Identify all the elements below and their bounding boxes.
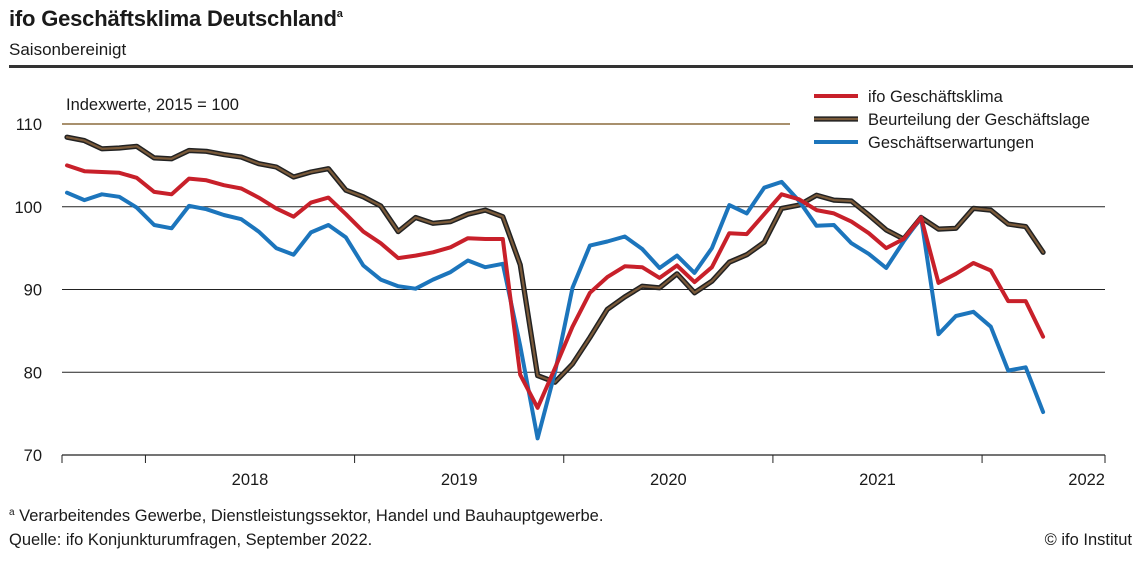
footnote-marker: a	[9, 507, 15, 518]
copyright-notice: © ifo Institut	[1044, 531, 1132, 549]
series-line-lage	[65, 136, 1045, 384]
x-tick-label-2019: 2019	[441, 471, 478, 489]
chart-title: ifo Geschäftsklima Deutschlanda	[9, 6, 343, 32]
y-tick-label: 100	[14, 199, 42, 217]
y-tick-label: 80	[24, 364, 42, 382]
series-line-erwartungen	[65, 179, 1046, 441]
chart-title-text: ifo Geschäftsklima Deutschland	[9, 6, 337, 31]
legend-label-erwartungen: Geschäftserwartungen	[868, 134, 1034, 152]
grid-layer	[62, 123, 1105, 373]
title-footnote-marker: a	[336, 8, 343, 20]
series-line-klima	[65, 163, 1046, 410]
y-tick-label: 70	[24, 447, 42, 465]
legend-label-klima: ifo Geschäftsklima	[868, 88, 1004, 106]
x-tick-label-2018: 2018	[232, 471, 269, 489]
y-tick-label: 110	[16, 116, 42, 134]
chart-subtitle: Saisonbereinigt	[9, 40, 127, 59]
legend-label-lage: Beurteilung der Geschäftslage	[868, 111, 1090, 129]
x-tick-label-2021: 2021	[859, 471, 896, 489]
source-note: Quelle: ifo Konjunkturumfragen, Septembe…	[9, 531, 373, 549]
x-tick-label-2022: 2022	[1068, 471, 1105, 489]
series-line-lage-outline	[64, 134, 1046, 385]
y-tick-label: 90	[24, 282, 42, 300]
header-rule	[9, 65, 1133, 68]
footnote: a Verarbeitendes Gewerbe, Dienstleistung…	[9, 507, 603, 526]
axis-layer: 70 80 90 100 110 2018 2019 2020 2021 2022	[14, 116, 1106, 489]
footnote-text: Verarbeitendes Gewerbe, Dienstleistungss…	[19, 507, 604, 525]
legend: ifo Geschäftsklima Beurteilung der Geschä…	[814, 88, 1090, 152]
chart-annotation: Indexwerte, 2015 = 100	[66, 96, 239, 114]
x-tick-label-2020: 2020	[650, 471, 687, 489]
series-layer	[64, 134, 1046, 441]
